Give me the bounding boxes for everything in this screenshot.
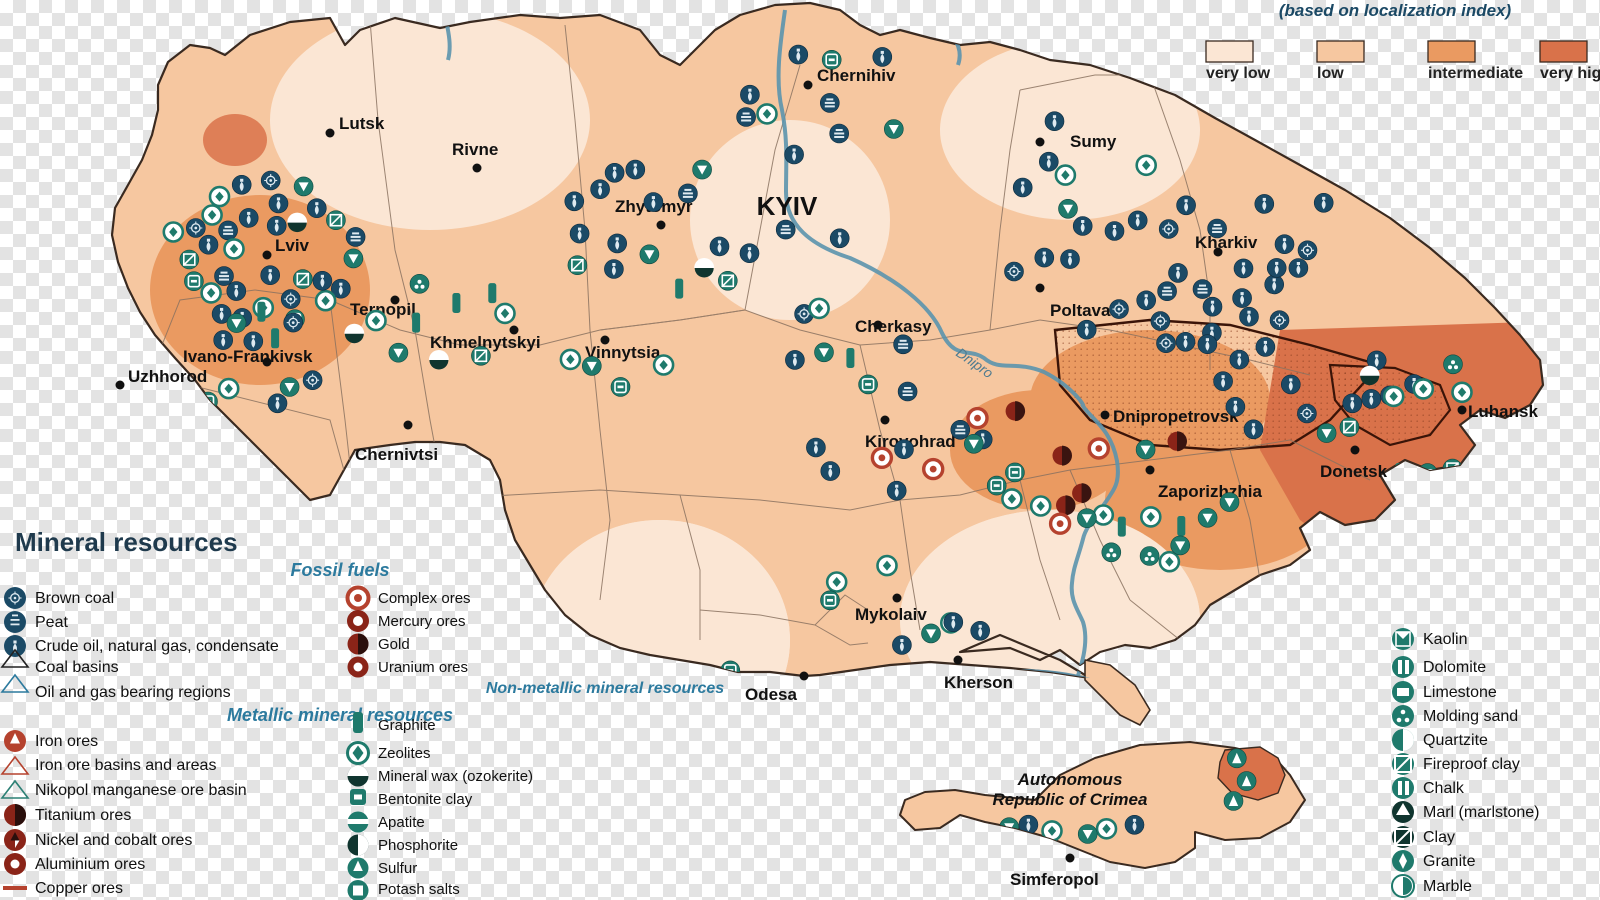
svg-text:Ivano-Frankivsk: Ivano-Frankivsk <box>183 347 313 366</box>
svg-text:very low: very low <box>1206 65 1271 82</box>
svg-text:Quartzite: Quartzite <box>1423 732 1488 749</box>
svg-text:Lutsk: Lutsk <box>339 114 385 133</box>
svg-text:Non-metallic mineral resources: Non-metallic mineral resources <box>486 680 724 697</box>
svg-text:Mercury ores: Mercury ores <box>378 613 466 630</box>
svg-text:Kaolin: Kaolin <box>1423 631 1467 648</box>
svg-text:Mineral wax (ozokerite): Mineral wax (ozokerite) <box>378 768 533 785</box>
svg-text:Kharkiv: Kharkiv <box>1195 233 1258 252</box>
svg-text:Phosphorite: Phosphorite <box>378 837 458 854</box>
svg-text:Sumy: Sumy <box>1070 132 1117 151</box>
svg-text:Donetsk: Donetsk <box>1320 462 1388 481</box>
svg-text:Oil and gas bearing regions: Oil and gas bearing regions <box>35 684 231 701</box>
svg-text:Bentonite clay: Bentonite clay <box>378 791 473 808</box>
svg-text:Uzhhorod: Uzhhorod <box>128 367 207 386</box>
svg-text:Crude oil, natural gas, conden: Crude oil, natural gas, condensate <box>35 638 279 655</box>
svg-text:Iron ore basins and areas: Iron ore basins and areas <box>35 757 216 774</box>
svg-text:intermediate: intermediate <box>1428 65 1523 82</box>
svg-text:Sulfur: Sulfur <box>378 860 417 877</box>
svg-text:Poltava: Poltava <box>1050 301 1111 320</box>
svg-text:Limestone: Limestone <box>1423 684 1497 701</box>
svg-text:Kherson: Kherson <box>944 673 1013 692</box>
svg-text:(based on localization index): (based on localization index) <box>1279 1 1512 20</box>
svg-text:Lviv: Lviv <box>275 236 310 255</box>
svg-text:Coal basins: Coal basins <box>35 659 119 676</box>
svg-text:Peat: Peat <box>35 614 68 631</box>
svg-text:Chernivtsi: Chernivtsi <box>355 445 438 464</box>
svg-text:Potash salts: Potash salts <box>378 881 460 898</box>
svg-text:Mineral resources: Mineral resources <box>15 527 238 557</box>
svg-text:Brown coal: Brown coal <box>35 590 114 607</box>
svg-text:Republic of Crimea: Republic of Crimea <box>993 790 1148 809</box>
svg-text:Mykolaiv: Mykolaiv <box>855 605 927 624</box>
svg-text:Uranium ores: Uranium ores <box>378 659 468 676</box>
svg-text:Dnipropetrovsk: Dnipropetrovsk <box>1113 407 1239 426</box>
svg-text:Apatite: Apatite <box>378 814 425 831</box>
svg-text:Autonomous: Autonomous <box>1017 770 1123 789</box>
svg-text:Cherkasy: Cherkasy <box>855 317 932 336</box>
svg-text:Nikopol manganese ore basin: Nikopol manganese ore basin <box>35 782 247 799</box>
svg-text:Zeolites: Zeolites <box>378 745 431 762</box>
svg-text:Odesa: Odesa <box>745 685 798 704</box>
svg-text:Fireproof clay: Fireproof clay <box>1423 756 1520 773</box>
svg-text:Nickel and cobalt ores: Nickel and cobalt ores <box>35 832 192 849</box>
svg-text:Molding sand: Molding sand <box>1423 708 1518 725</box>
svg-text:Luhansk: Luhansk <box>1468 402 1538 421</box>
svg-text:Clay: Clay <box>1423 829 1455 846</box>
svg-text:low: low <box>1317 65 1344 82</box>
svg-text:Fossil fuels: Fossil fuels <box>290 560 389 580</box>
svg-text:Gold: Gold <box>378 636 410 653</box>
svg-text:Iron ores: Iron ores <box>35 733 98 750</box>
svg-text:Rivne: Rivne <box>452 140 498 159</box>
svg-text:Dolomite: Dolomite <box>1423 659 1486 676</box>
svg-text:KYIV: KYIV <box>757 191 818 221</box>
svg-text:Simferopol: Simferopol <box>1010 870 1099 889</box>
svg-text:Graphite: Graphite <box>378 717 436 734</box>
svg-text:Zaporizhzhia: Zaporizhzhia <box>1158 482 1262 501</box>
svg-text:Granite: Granite <box>1423 853 1476 870</box>
svg-text:Chalk: Chalk <box>1423 780 1465 797</box>
svg-text:Complex ores: Complex ores <box>378 590 471 607</box>
svg-text:Titanium ores: Titanium ores <box>35 807 131 824</box>
svg-text:Marble: Marble <box>1423 878 1472 895</box>
svg-text:Marl (marlstone): Marl (marlstone) <box>1423 804 1539 821</box>
svg-text:Aluminium ores: Aluminium ores <box>35 856 145 873</box>
svg-text:very high: very high <box>1540 65 1600 82</box>
svg-text:Copper ores: Copper ores <box>35 880 123 897</box>
